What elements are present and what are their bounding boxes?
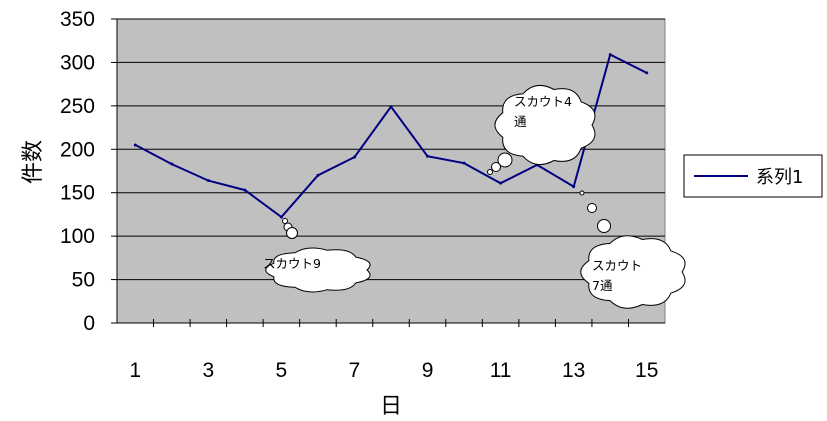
y-tick-label: 350 — [60, 8, 95, 31]
callout: スカウト4 通 — [487, 84, 596, 175]
callout-text: スカウト4 — [514, 94, 572, 109]
y-tick-label: 0 — [83, 312, 95, 335]
data-point — [572, 185, 576, 189]
data-point — [206, 179, 210, 183]
data-point — [279, 215, 283, 219]
data-point — [316, 173, 320, 177]
x-tick-label: 11 — [490, 359, 512, 382]
y-tick-label: 150 — [60, 182, 95, 205]
x-axis-title: 日 — [380, 394, 402, 419]
data-point — [499, 181, 503, 185]
data-point — [133, 143, 137, 147]
callout: スカウト9 — [263, 218, 371, 293]
callout-bubble — [487, 169, 493, 175]
data-point — [389, 105, 393, 109]
data-point — [170, 162, 174, 166]
callout-text: スカウト9 — [263, 256, 321, 271]
data-point — [352, 155, 356, 159]
x-tick-label: 3 — [202, 359, 214, 382]
x-tick-label: 13 — [562, 359, 585, 382]
x-tick-label: 9 — [422, 359, 434, 382]
plot-area — [116, 18, 666, 324]
callout-bubble — [491, 162, 501, 172]
y-tick-label: 50 — [72, 269, 95, 292]
y-tick-label: 300 — [60, 51, 95, 74]
y-tick-label: 200 — [60, 138, 95, 161]
callout-bubble — [282, 218, 288, 224]
callout-bubble — [497, 152, 513, 168]
x-tick-label: 1 — [129, 359, 141, 382]
data-point — [462, 161, 466, 165]
callout-cloud — [265, 247, 371, 293]
data-point — [645, 71, 649, 75]
legend-label: 系列1 — [756, 167, 803, 188]
x-tick-label: 7 — [349, 359, 361, 382]
callout-bubble — [587, 203, 597, 213]
callout-text: 通 — [514, 114, 527, 129]
data-point — [608, 53, 612, 57]
callout-text: 7通 — [592, 278, 613, 293]
callout-cloud — [494, 84, 596, 166]
data-point — [243, 188, 247, 192]
x-tick-label: 15 — [635, 359, 658, 382]
callout-text: スカウト — [592, 258, 642, 273]
y-tick-label: 100 — [60, 225, 95, 248]
series-layer — [133, 53, 649, 219]
x-tick-label: 5 — [276, 359, 288, 382]
callout-bubble — [579, 190, 585, 196]
callout-bubble — [286, 227, 298, 239]
y-axis-title: 件数 — [21, 140, 46, 184]
callout-cloud — [580, 235, 686, 309]
legend: 系列1 — [683, 154, 823, 198]
callout: スカウト 7通 — [579, 190, 686, 309]
callout-bubble — [597, 219, 611, 233]
data-point — [426, 154, 430, 158]
y-tick-label: 250 — [60, 95, 95, 118]
